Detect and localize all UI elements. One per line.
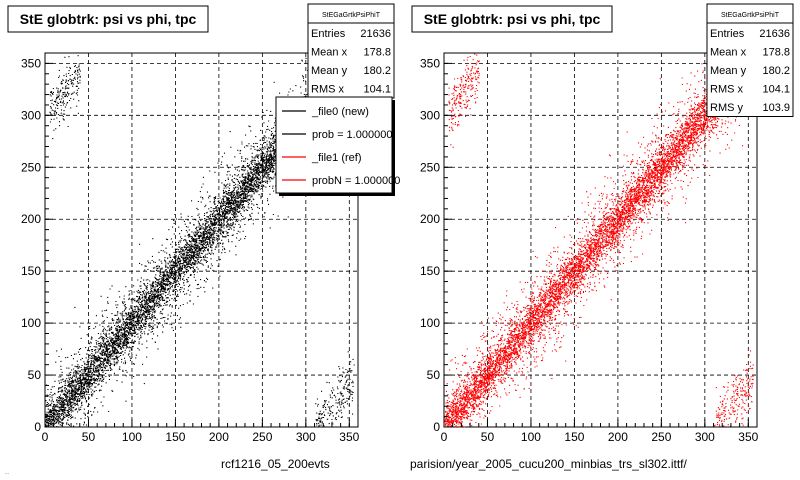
y-tick-label: 50	[427, 368, 441, 382]
y-tick-label: 250	[420, 160, 440, 174]
stats-label: Entries	[311, 28, 346, 40]
y-tick-label: 0	[34, 420, 41, 434]
stats-label: Mean y	[311, 65, 348, 77]
y-tick-label: 150	[21, 264, 41, 278]
stats-label: Mean x	[710, 47, 747, 59]
x-tick-label: 0	[42, 430, 49, 444]
x-tick-label: 350	[339, 430, 359, 444]
left-axes: 0 50 100 150 200 250 300 350 0 50 100 150 200 250 300 3…	[21, 52, 360, 444]
y-tick-label: 100	[420, 316, 440, 330]
stats-value: 21636	[759, 28, 790, 40]
stats-label: Entries	[710, 28, 745, 40]
right-axes: 0 50 100 150 200 250 300 350 0 50 100 150 200 250 300 3…	[420, 52, 759, 444]
footer-tiny-text: ...	[5, 470, 9, 476]
right-filepath-label: parision/year_2005_cucu200_minbias_trs_s…	[410, 457, 688, 471]
stats-box-frame	[307, 3, 395, 99]
x-tick-label: 350	[738, 430, 758, 444]
left-stats-box: StEGaGrtkPsiPhiT Entries 21636 Mean x 178.8 M…	[307, 3, 395, 99]
y-tick-label: 0	[433, 420, 440, 434]
stats-label: RMS x	[311, 84, 345, 96]
x-tick-label: 200	[209, 430, 229, 444]
left-title-box	[7, 5, 209, 33]
x-tick-label: 150	[165, 430, 185, 444]
stats-value: 178.8	[363, 47, 391, 59]
y-tick-label: 50	[28, 368, 42, 382]
stats-label: Mean y	[710, 65, 747, 77]
x-tick-label: 250	[651, 430, 671, 444]
x-tick-label: 300	[695, 430, 715, 444]
y-tick-label: 300	[420, 108, 440, 122]
scatter-density-points	[444, 52, 759, 428]
stats-value: 104.1	[363, 84, 391, 96]
stats-label: Mean x	[311, 47, 348, 59]
left-histogram-panel: 0 50 100 150 200 250 300 350 0 50 100 150 200 250 300 3…	[5, 3, 400, 476]
y-tick-label: 250	[21, 160, 41, 174]
left-legend: _file0 (new) prob = 1.000000 _file1 (ref) p…	[275, 96, 400, 196]
right-chart-title: StE globtrk: psi vs phi, tpc	[424, 11, 601, 27]
stats-value: 180.2	[762, 65, 790, 77]
y-tick-label: 200	[21, 212, 41, 226]
right-title-box	[411, 5, 613, 33]
stats-box-name: StEGaGrtkPsiPhiT	[721, 12, 780, 19]
x-tick-label: 100	[122, 430, 142, 444]
stats-label: RMS y	[710, 102, 744, 114]
x-tick-label: 50	[481, 430, 495, 444]
y-tick-label: 350	[420, 56, 440, 70]
legend-frame	[275, 96, 393, 194]
left-chart-title: StE globtrk: psi vs phi, tpc	[20, 11, 197, 27]
y-tick-label: 200	[420, 212, 440, 226]
x-tick-label: 300	[296, 430, 316, 444]
stats-box-name: StEGaGrtkPsiPhiT	[322, 12, 381, 19]
left-filename-label: rcf1216_05_200evts	[221, 457, 330, 471]
y-tick-label: 150	[420, 264, 440, 278]
legend-label: prob = 1.000000	[312, 129, 392, 141]
right-histogram-panel: 0 50 100 150 200 250 300 350 0 50 100 150 200 250 300 3…	[410, 3, 794, 471]
stats-value: 21636	[360, 28, 391, 40]
stats-box-frame	[706, 3, 794, 117]
y-tick-label: 350	[21, 56, 41, 70]
legend-label: _file0 (new)	[311, 106, 369, 118]
stats-value: 103.9	[762, 102, 790, 114]
x-tick-label: 200	[608, 430, 628, 444]
stats-label: RMS x	[710, 84, 744, 96]
x-tick-label: 0	[441, 430, 448, 444]
right-scatter-points	[444, 52, 759, 428]
x-tick-label: 50	[82, 430, 96, 444]
y-tick-label: 100	[21, 316, 41, 330]
x-tick-label: 250	[252, 430, 272, 444]
x-tick-label: 150	[564, 430, 584, 444]
right-stats-box: StEGaGrtkPsiPhiT Entries 21636 Mean x 178.8 M…	[706, 3, 794, 117]
legend-label: _file1 (ref)	[311, 152, 362, 164]
x-tick-label: 100	[521, 430, 541, 444]
y-tick-label: 300	[21, 108, 41, 122]
legend-label: probN = 1.000000	[312, 175, 400, 187]
stats-value: 104.1	[762, 84, 790, 96]
stats-value: 178.8	[762, 47, 790, 59]
stats-value: 180.2	[363, 65, 391, 77]
